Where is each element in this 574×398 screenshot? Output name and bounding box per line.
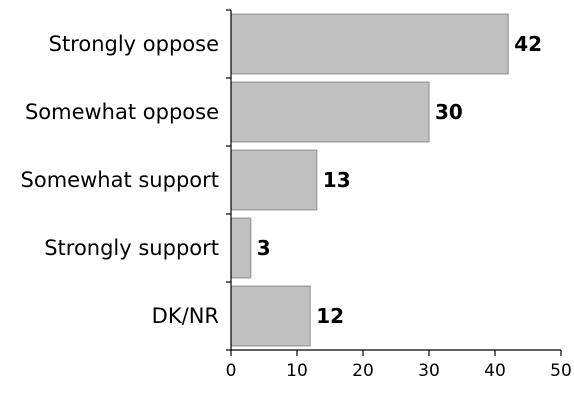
bar: [230, 81, 430, 143]
x-tick-label: 30: [418, 361, 440, 381]
data-label: 42: [514, 32, 542, 56]
bar: [230, 285, 311, 347]
category-label: Strongly oppose: [49, 32, 219, 56]
category-label: Somewhat support: [21, 168, 219, 192]
x-tick-label: 10: [286, 361, 308, 381]
x-tick-label: 20: [352, 361, 374, 381]
x-tick-label: 40: [484, 361, 506, 381]
x-tick-label: 0: [226, 361, 237, 381]
category-label: Strongly support: [44, 236, 219, 260]
bar: [230, 13, 509, 75]
bar: [230, 149, 318, 211]
category-label: Somewhat oppose: [25, 100, 219, 124]
category-label: DK/NR: [152, 304, 219, 328]
data-label: 12: [316, 304, 344, 328]
x-tick-label: 50: [550, 361, 572, 381]
data-label: 30: [435, 100, 463, 124]
data-label: 3: [257, 236, 271, 260]
bar: [230, 217, 252, 279]
data-label: 13: [323, 168, 351, 192]
